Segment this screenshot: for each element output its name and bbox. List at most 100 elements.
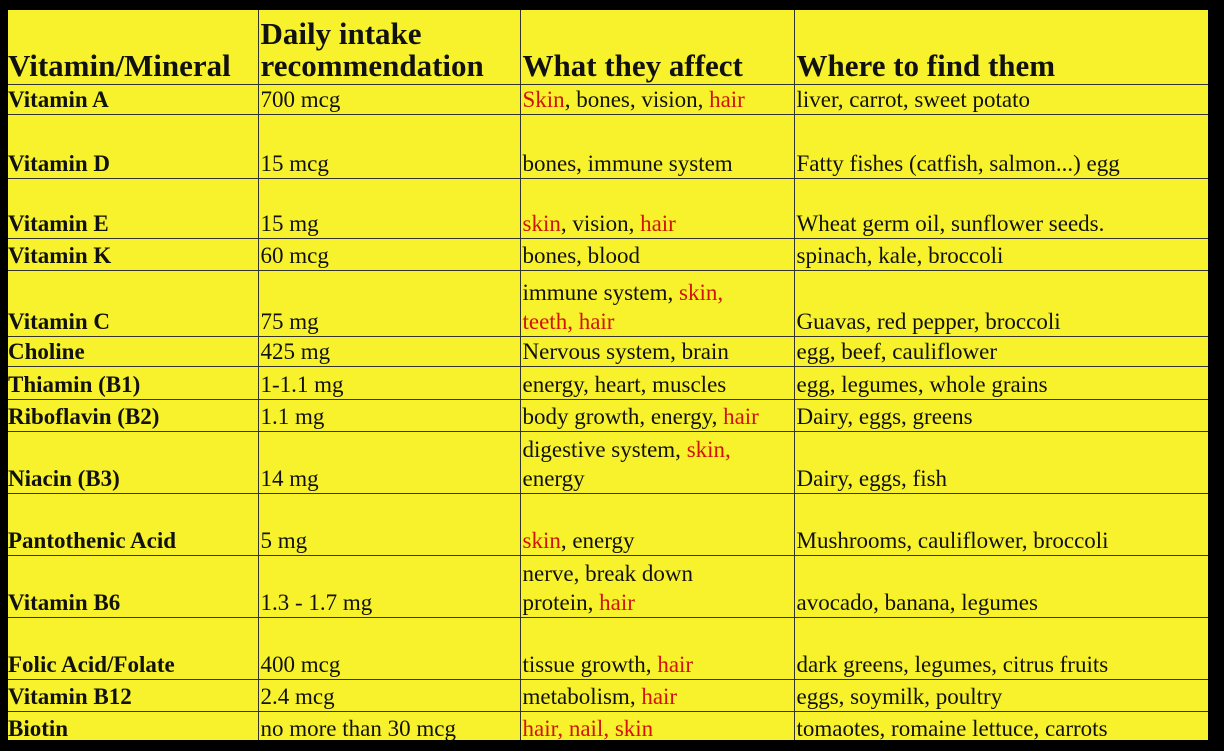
- nutrient-name-cell: Pantothenic Acid: [8, 493, 259, 556]
- vitamin-table-sheet: Vitamin/Mineral Daily intake recommendat…: [8, 10, 1208, 740]
- table-row: Biotin no more than 30 mcg hair, nail, ski…: [8, 711, 1208, 740]
- sources-cell: avocado, banana, legumes: [794, 555, 1208, 618]
- affects-text: energy, heart, muscles: [522, 371, 727, 397]
- nutrient-name-cell: Vitamin K: [8, 238, 259, 271]
- daily-intake-cell: 75 mg: [258, 270, 521, 337]
- highlighted-term: Skin: [522, 86, 565, 112]
- nutrient-name-cell: Choline: [8, 336, 259, 367]
- affects-line: body growth, energy, hair: [523, 402, 792, 431]
- highlighted-term: hair: [657, 651, 694, 677]
- affects-text: , bones, vision,: [564, 86, 710, 112]
- affects-text: digestive system,: [522, 436, 687, 462]
- sources-cell: spinach, kale, broccoli: [794, 238, 1208, 271]
- sources-cell: egg, legumes, whole grains: [794, 366, 1208, 400]
- header-daily-intake: Daily intake recommendation: [258, 10, 521, 85]
- daily-intake-cell: 1.1 mg: [258, 399, 521, 432]
- nutrient-name-cell: Niacin (B3): [8, 431, 259, 494]
- affects-cell: Nervous system, brain: [520, 336, 795, 367]
- sources-cell: egg, beef, cauliflower: [794, 336, 1208, 367]
- header-daily-intake-line-2: recommendation: [260, 47, 484, 83]
- table-row: Vitamin E 15 mg skin, vision, hair Wheat ge…: [8, 178, 1208, 239]
- affects-text: , energy: [560, 527, 635, 553]
- nutrient-name-cell: Biotin: [8, 711, 259, 740]
- affects-line: Nervous system, brain: [523, 337, 792, 366]
- affects-text: immune system,: [522, 279, 680, 305]
- highlighted-term: hair: [640, 210, 676, 236]
- table-row: Vitamin B12 2.4 mcg metabolism, hair eggs, …: [8, 679, 1208, 712]
- table-body: Vitamin A 700 mcg Skin, bones, vision, hai…: [8, 84, 1208, 740]
- affects-cell: hair, nail, skin: [520, 711, 795, 741]
- daily-intake-cell: 14 mg: [258, 431, 521, 494]
- affects-line: energy, heart, muscles: [523, 370, 792, 399]
- sources-cell: Dairy, eggs, fish: [794, 431, 1208, 494]
- daily-intake-cell: 1.3 - 1.7 mg: [258, 555, 521, 618]
- table-row: Vitamin B6 1.3 - 1.7 mg nerve, break down p…: [8, 555, 1208, 618]
- highlighted-term: hair: [641, 683, 678, 709]
- highlighted-term: hair: [599, 589, 635, 615]
- nutrient-name-cell: Vitamin E: [8, 178, 259, 239]
- sources-cell: Dairy, eggs, greens: [794, 399, 1208, 432]
- sources-cell: eggs, soymilk, poultry: [794, 679, 1208, 712]
- highlighted-term: skin: [522, 210, 561, 236]
- header-row: Vitamin/Mineral Daily intake recommendat…: [8, 10, 1208, 85]
- sources-cell: Mushrooms, cauliflower, broccoli: [794, 493, 1208, 556]
- affects-line: immune system, skin,: [523, 278, 792, 307]
- daily-intake-cell: no more than 30 mcg: [258, 711, 521, 740]
- header-what-they-affect: What they affect: [520, 10, 795, 85]
- affects-cell: skin, energy: [520, 493, 795, 556]
- highlighted-term: teeth, hair: [522, 308, 615, 334]
- affects-line: nerve, break down: [523, 559, 792, 588]
- affects-cell: body growth, energy, hair: [520, 399, 795, 432]
- sources-cell: tomaotes, romaine lettuce, carrots: [794, 711, 1208, 740]
- affects-cell: energy, heart, muscles: [520, 366, 795, 400]
- affects-line: hair, nail, skin: [523, 714, 792, 741]
- affects-text: , vision,: [560, 210, 641, 236]
- affects-cell: bones, immune system: [520, 114, 795, 179]
- affects-line: energy: [523, 464, 792, 493]
- affects-text: body growth, energy,: [522, 403, 724, 429]
- affects-cell: Skin, bones, vision, hair: [520, 84, 795, 115]
- affects-line: Skin, bones, vision, hair: [523, 85, 792, 114]
- nutrient-name-cell: Vitamin D: [8, 114, 259, 179]
- sources-cell: Guavas, red pepper, broccoli: [794, 270, 1208, 337]
- highlighted-term: hair: [723, 403, 759, 429]
- header-where-to-find: Where to find them: [794, 10, 1208, 85]
- affects-text: tissue growth,: [522, 651, 658, 677]
- table-row: Vitamin A 700 mcg Skin, bones, vision, hai…: [8, 84, 1208, 115]
- affects-line: metabolism, hair: [523, 682, 792, 711]
- daily-intake-cell: 400 mcg: [258, 617, 521, 680]
- affects-text: metabolism,: [522, 683, 642, 709]
- daily-intake-cell: 60 mcg: [258, 238, 521, 271]
- table-row: Choline 425 mg Nervous system, brain egg, b…: [8, 336, 1208, 367]
- highlighted-term: skin,: [679, 279, 724, 305]
- table-row: Pantothenic Acid 5 mg skin, energy Mushroom…: [8, 493, 1208, 556]
- sources-cell: dark greens, legumes, citrus fruits: [794, 617, 1208, 680]
- affects-cell: tissue growth, hair: [520, 617, 795, 680]
- daily-intake-cell: 5 mg: [258, 493, 521, 556]
- affects-cell: skin, vision, hair: [520, 178, 795, 239]
- affects-cell: digestive system, skin, energy: [520, 431, 795, 494]
- sources-cell: Wheat germ oil, sunflower seeds.: [794, 178, 1208, 239]
- affects-text: bones, immune system: [522, 150, 733, 176]
- table-row: Vitamin K 60 mcg bones, blood spinach, kale…: [8, 238, 1208, 271]
- daily-intake-cell: 700 mcg: [258, 84, 521, 115]
- nutrient-name-cell: Vitamin C: [8, 270, 259, 337]
- affects-text: Nervous system, brain: [522, 338, 729, 364]
- nutrient-name-cell: Folic Acid/Folate: [8, 617, 259, 680]
- header-vitamin-mineral: Vitamin/Mineral: [8, 10, 259, 85]
- nutrient-name-cell: Vitamin A: [8, 84, 259, 115]
- header-daily-intake-line-1: Daily intake: [260, 15, 422, 51]
- affects-cell: immune system, skin, teeth, hair: [520, 270, 795, 337]
- affects-cell: nerve, break down protein, hair: [520, 555, 795, 618]
- highlighted-term: skin: [522, 527, 561, 553]
- nutrient-name-cell: Vitamin B12: [8, 679, 259, 712]
- affects-line: bones, immune system: [523, 149, 792, 178]
- affects-cell: bones, blood: [520, 238, 795, 271]
- affects-line: skin, energy: [523, 526, 792, 555]
- nutrient-name-cell: Riboflavin (B2): [8, 399, 259, 432]
- affects-line: digestive system, skin,: [523, 435, 792, 464]
- daily-intake-cell: 15 mg: [258, 178, 521, 239]
- affects-text: protein,: [522, 589, 600, 615]
- affects-line: bones, blood: [523, 241, 792, 270]
- affects-line: teeth, hair: [523, 307, 792, 336]
